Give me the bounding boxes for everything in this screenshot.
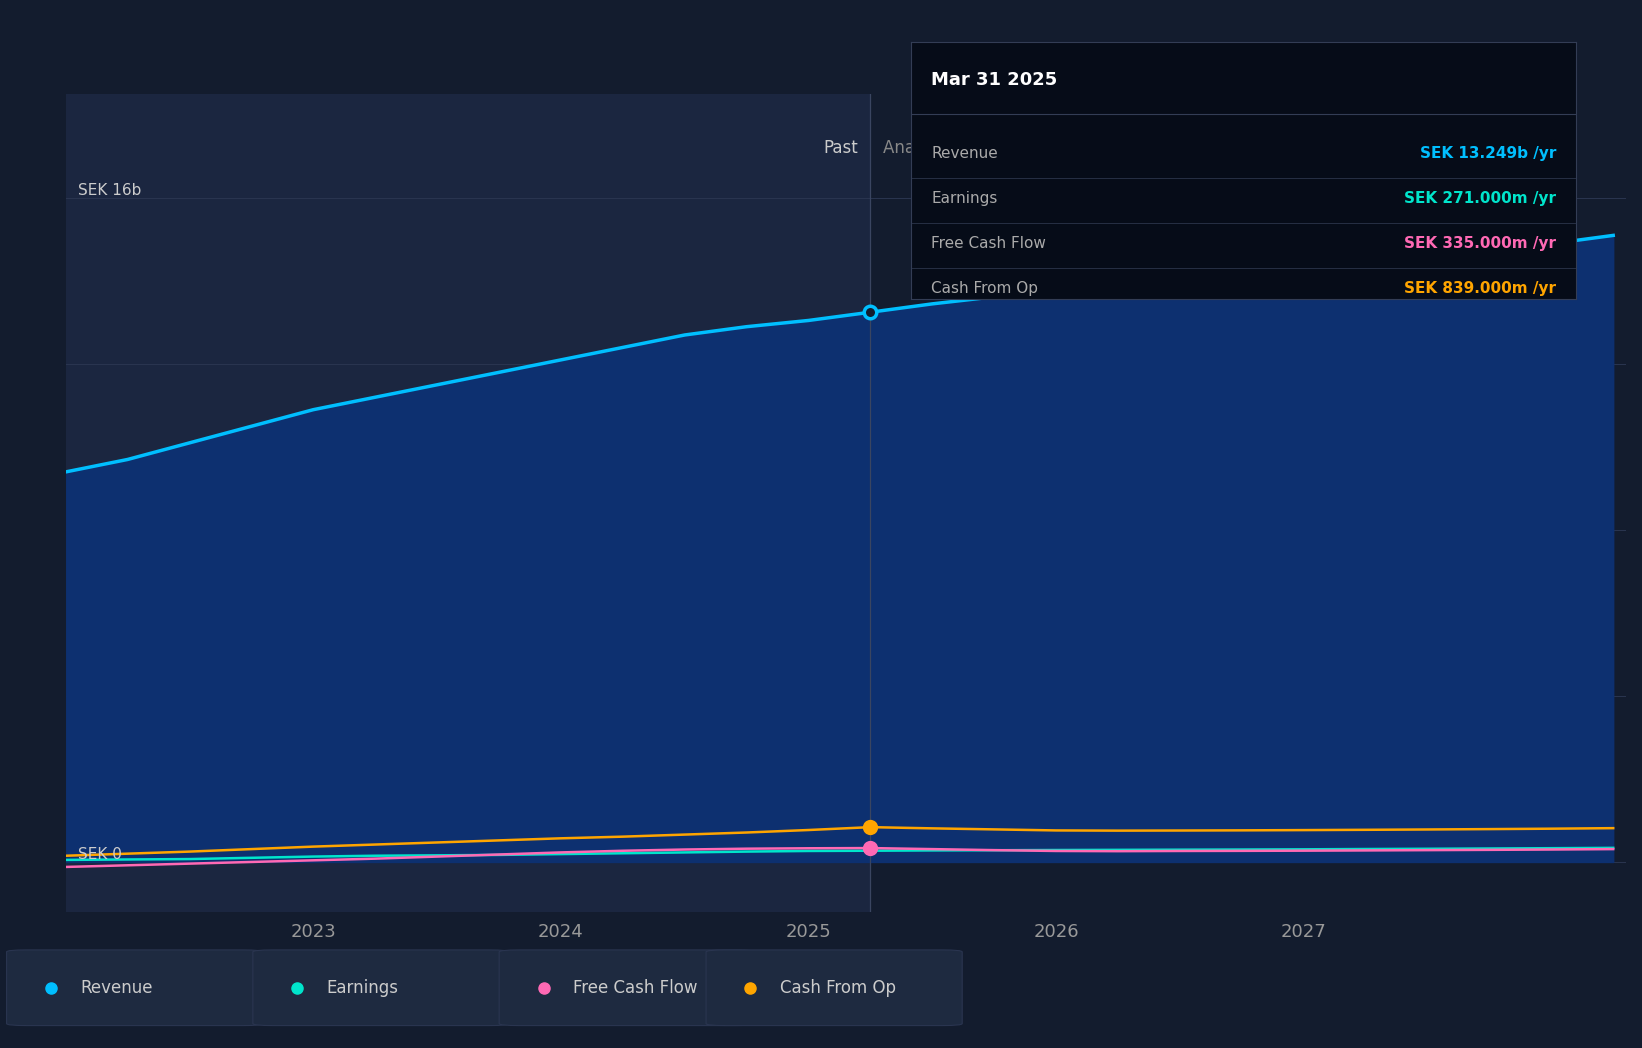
Text: Revenue: Revenue (80, 979, 153, 997)
FancyBboxPatch shape (7, 949, 263, 1026)
Text: Earnings: Earnings (931, 191, 998, 206)
Text: SEK 0: SEK 0 (79, 847, 122, 861)
FancyBboxPatch shape (253, 949, 509, 1026)
Text: Past: Past (823, 139, 859, 157)
Text: SEK 13.249b /yr: SEK 13.249b /yr (1420, 146, 1557, 161)
Text: Free Cash Flow: Free Cash Flow (573, 979, 698, 997)
FancyBboxPatch shape (706, 949, 962, 1026)
Text: Earnings: Earnings (327, 979, 399, 997)
FancyBboxPatch shape (499, 949, 755, 1026)
Text: SEK 839.000m /yr: SEK 839.000m /yr (1404, 281, 1557, 296)
Text: SEK 335.000m /yr: SEK 335.000m /yr (1404, 236, 1557, 250)
Text: Mar 31 2025: Mar 31 2025 (931, 71, 1057, 89)
Text: SEK 16b: SEK 16b (79, 183, 141, 198)
Text: Analysts Forecasts: Analysts Forecasts (883, 139, 1038, 157)
Bar (66, 94, 870, 912)
Text: Free Cash Flow: Free Cash Flow (931, 236, 1046, 250)
Bar (870, 94, 1626, 912)
Text: Cash From Op: Cash From Op (780, 979, 897, 997)
Text: SEK 271.000m /yr: SEK 271.000m /yr (1404, 191, 1557, 206)
Text: Cash From Op: Cash From Op (931, 281, 1038, 296)
Text: Revenue: Revenue (931, 146, 998, 161)
